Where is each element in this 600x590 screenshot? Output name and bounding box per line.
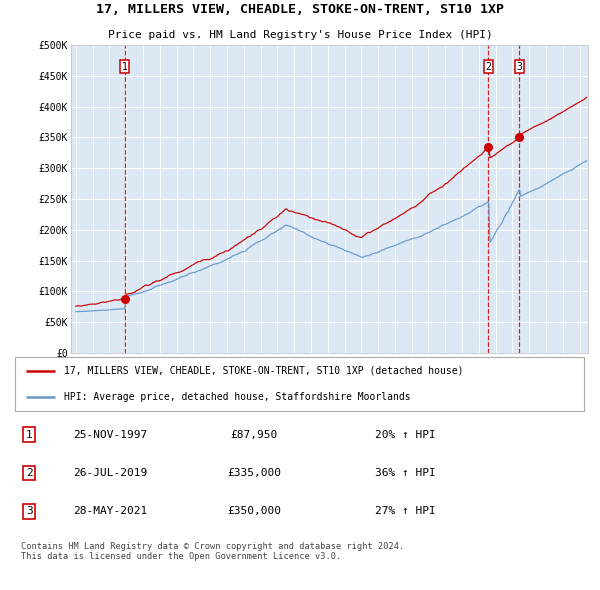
Text: £87,950: £87,950 — [230, 430, 278, 440]
Text: Price paid vs. HM Land Registry's House Price Index (HPI): Price paid vs. HM Land Registry's House … — [107, 30, 493, 40]
Text: HPI: Average price, detached house, Staffordshire Moorlands: HPI: Average price, detached house, Staf… — [64, 392, 410, 402]
Text: 28-MAY-2021: 28-MAY-2021 — [73, 506, 147, 516]
Text: 27% ↑ HPI: 27% ↑ HPI — [375, 506, 436, 516]
Text: 3: 3 — [26, 506, 32, 516]
Text: 2: 2 — [485, 61, 491, 71]
Text: 17, MILLERS VIEW, CHEADLE, STOKE-ON-TRENT, ST10 1XP: 17, MILLERS VIEW, CHEADLE, STOKE-ON-TREN… — [96, 4, 504, 17]
Text: 26-JUL-2019: 26-JUL-2019 — [73, 468, 147, 478]
Text: 25-NOV-1997: 25-NOV-1997 — [73, 430, 147, 440]
Text: 1: 1 — [26, 430, 32, 440]
Text: 2: 2 — [26, 468, 32, 478]
Text: 36% ↑ HPI: 36% ↑ HPI — [375, 468, 436, 478]
Text: 17, MILLERS VIEW, CHEADLE, STOKE-ON-TRENT, ST10 1XP (detached house): 17, MILLERS VIEW, CHEADLE, STOKE-ON-TREN… — [64, 366, 463, 376]
Text: £350,000: £350,000 — [227, 506, 281, 516]
Text: Contains HM Land Registry data © Crown copyright and database right 2024.
This d: Contains HM Land Registry data © Crown c… — [20, 542, 404, 561]
Text: 1: 1 — [122, 61, 127, 71]
Text: 3: 3 — [517, 61, 522, 71]
Text: 20% ↑ HPI: 20% ↑ HPI — [375, 430, 436, 440]
FancyBboxPatch shape — [15, 358, 584, 411]
Text: £335,000: £335,000 — [227, 468, 281, 478]
